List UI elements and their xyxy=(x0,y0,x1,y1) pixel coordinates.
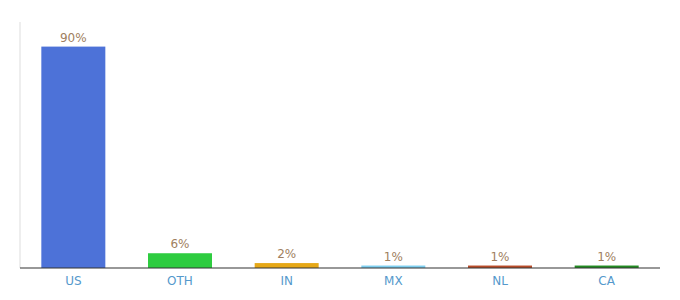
bar xyxy=(255,263,319,268)
chart-container: US OTH IN MX NL CA 90% 6% 2% 1% 1% 1% xyxy=(0,0,680,300)
data-label: 1% xyxy=(384,250,403,264)
y-axis-line xyxy=(20,22,21,268)
chart-svg: US OTH IN MX NL CA 90% 6% 2% 1% 1% 1% xyxy=(0,0,680,300)
x-tick-label: CA xyxy=(598,274,615,288)
data-label: 90% xyxy=(60,31,87,45)
data-label: 1% xyxy=(490,250,509,264)
bars xyxy=(41,47,638,268)
x-tick-label: MX xyxy=(384,274,403,288)
bar xyxy=(148,253,212,268)
data-label: 6% xyxy=(170,237,189,251)
data-label: 2% xyxy=(277,247,296,261)
bar xyxy=(41,47,105,268)
x-axis-line xyxy=(20,267,660,268)
x-tick-label: OTH xyxy=(167,274,193,288)
data-label: 1% xyxy=(597,250,616,264)
x-tick-label: NL xyxy=(492,274,508,288)
x-tick-label: IN xyxy=(280,274,293,288)
x-tick-label: US xyxy=(65,274,81,288)
